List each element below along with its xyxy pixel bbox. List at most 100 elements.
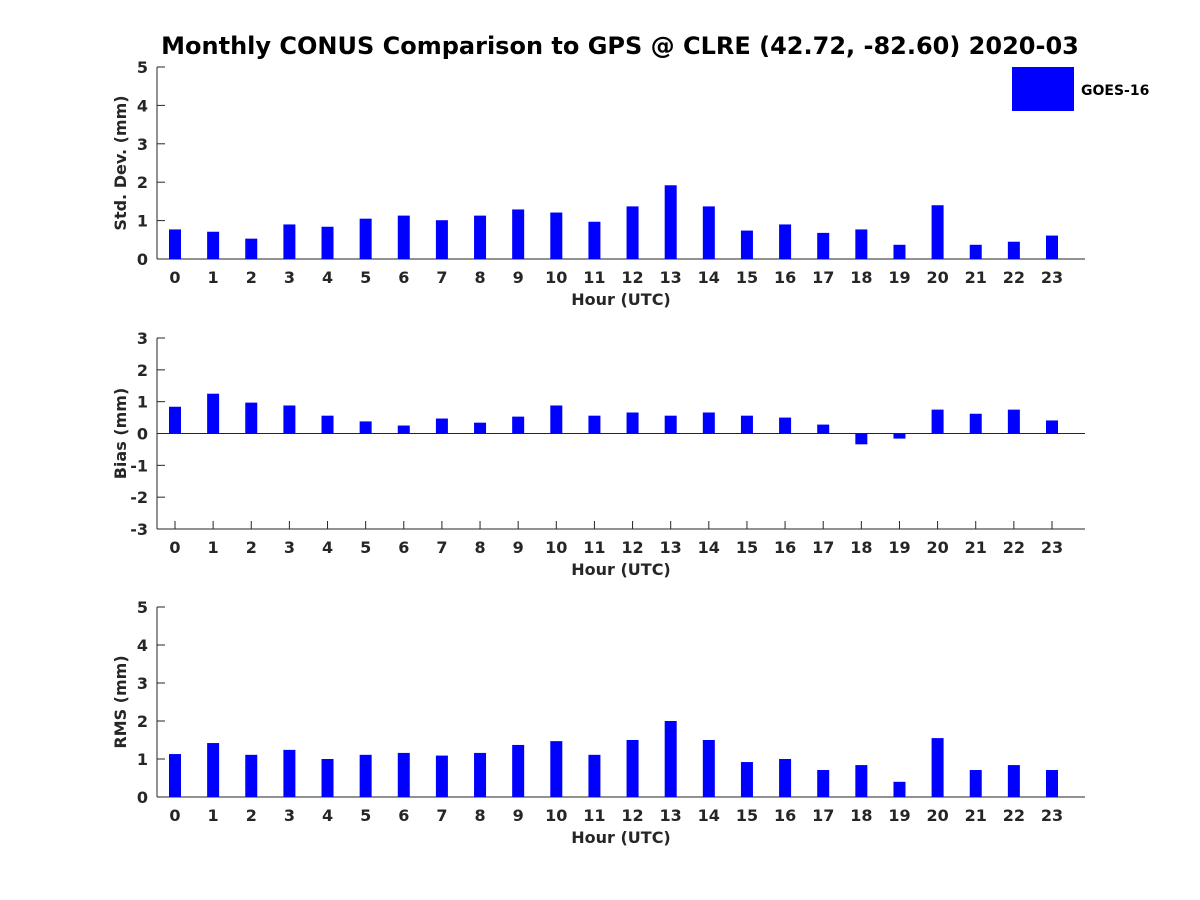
x-tick-label: 2 xyxy=(246,806,257,825)
bar xyxy=(931,738,944,797)
bar xyxy=(664,415,677,434)
x-tick-label: 22 xyxy=(1003,538,1025,557)
x-axis-label: Hour (UTC) xyxy=(571,828,671,847)
bar xyxy=(474,215,487,259)
bar xyxy=(359,218,372,259)
x-axis-label: Hour (UTC) xyxy=(571,560,671,579)
y-tick-label: 0 xyxy=(137,250,148,269)
x-tick-label: 7 xyxy=(436,268,447,287)
x-tick-label: 12 xyxy=(621,806,643,825)
bar xyxy=(207,393,220,434)
x-tick-label: 14 xyxy=(698,268,720,287)
bar xyxy=(588,415,601,434)
y-tick-label: 2 xyxy=(137,712,148,731)
bar xyxy=(169,229,181,259)
x-tick-label: 8 xyxy=(474,806,485,825)
x-tick-label: 4 xyxy=(322,268,333,287)
bar xyxy=(245,402,258,434)
x-tick-label: 6 xyxy=(398,538,409,557)
y-tick-label: 3 xyxy=(137,329,148,348)
bar xyxy=(321,415,334,434)
bar xyxy=(855,229,868,259)
bar xyxy=(588,754,601,797)
x-tick-label: 3 xyxy=(284,538,295,557)
x-tick-label: 17 xyxy=(812,806,834,825)
y-tick-label: 0 xyxy=(137,425,148,444)
x-tick-label: 15 xyxy=(736,806,758,825)
x-tick-label: 1 xyxy=(208,806,219,825)
bar xyxy=(283,224,296,259)
x-tick-label: 6 xyxy=(398,268,409,287)
bar xyxy=(702,206,715,259)
x-tick-label: 2 xyxy=(246,538,257,557)
bar xyxy=(550,405,563,434)
x-tick-label: 18 xyxy=(850,268,872,287)
bar xyxy=(435,755,448,797)
bar xyxy=(664,185,677,259)
x-tick-label: 13 xyxy=(660,806,682,825)
bar xyxy=(435,220,448,259)
x-tick-label: 19 xyxy=(888,538,910,557)
bar xyxy=(169,406,181,434)
bar xyxy=(1045,420,1058,434)
bar xyxy=(626,412,639,434)
x-tick-label: 9 xyxy=(513,806,524,825)
bar xyxy=(474,422,487,434)
x-tick-label: 1 xyxy=(208,268,219,287)
y-tick-label: 1 xyxy=(137,750,148,769)
x-tick-label: 9 xyxy=(513,538,524,557)
x-tick-label: 5 xyxy=(360,806,371,825)
bar xyxy=(969,244,982,259)
bar xyxy=(359,421,372,434)
x-tick-label: 17 xyxy=(812,268,834,287)
bar xyxy=(1007,241,1020,259)
bar xyxy=(283,405,296,434)
x-tick-label: 10 xyxy=(545,268,567,287)
bar xyxy=(1045,770,1058,797)
x-tick-label: 12 xyxy=(621,538,643,557)
x-tick-label: 13 xyxy=(660,268,682,287)
chart-title: Monthly CONUS Comparison to GPS @ CLRE (… xyxy=(161,32,1079,60)
y-tick-label: 3 xyxy=(137,135,148,154)
bar xyxy=(779,759,792,797)
x-tick-label: 14 xyxy=(698,806,720,825)
x-tick-label: 16 xyxy=(774,268,796,287)
x-tick-label: 7 xyxy=(436,806,447,825)
bar xyxy=(893,244,906,259)
y-axis-label: RMS (mm) xyxy=(111,655,130,748)
y-tick-label: 2 xyxy=(137,173,148,192)
x-tick-label: 16 xyxy=(774,538,796,557)
bar xyxy=(359,754,372,797)
x-tick-label: 14 xyxy=(698,538,720,557)
bar xyxy=(397,215,410,259)
y-tick-label: 4 xyxy=(137,636,148,655)
x-tick-label: 8 xyxy=(474,268,485,287)
x-tick-label: 11 xyxy=(583,538,605,557)
bar xyxy=(664,721,677,797)
x-tick-label: 20 xyxy=(926,268,948,287)
bar xyxy=(474,752,487,797)
bar xyxy=(893,781,906,797)
y-tick-label: 5 xyxy=(137,598,148,617)
bar xyxy=(740,230,753,259)
bar xyxy=(1007,409,1020,434)
bar xyxy=(817,232,830,259)
x-tick-label: 21 xyxy=(965,538,987,557)
x-tick-label: 20 xyxy=(926,538,948,557)
bar xyxy=(245,754,258,797)
bar xyxy=(1045,235,1058,259)
legend-swatch xyxy=(1012,67,1074,111)
x-tick-label: 15 xyxy=(736,538,758,557)
bar xyxy=(817,770,830,797)
bar xyxy=(931,205,944,259)
x-tick-label: 15 xyxy=(736,268,758,287)
bar xyxy=(702,412,715,434)
x-tick-label: 4 xyxy=(322,538,333,557)
x-tick-label: 16 xyxy=(774,806,796,825)
bar xyxy=(969,770,982,797)
x-tick-label: 23 xyxy=(1041,268,1063,287)
